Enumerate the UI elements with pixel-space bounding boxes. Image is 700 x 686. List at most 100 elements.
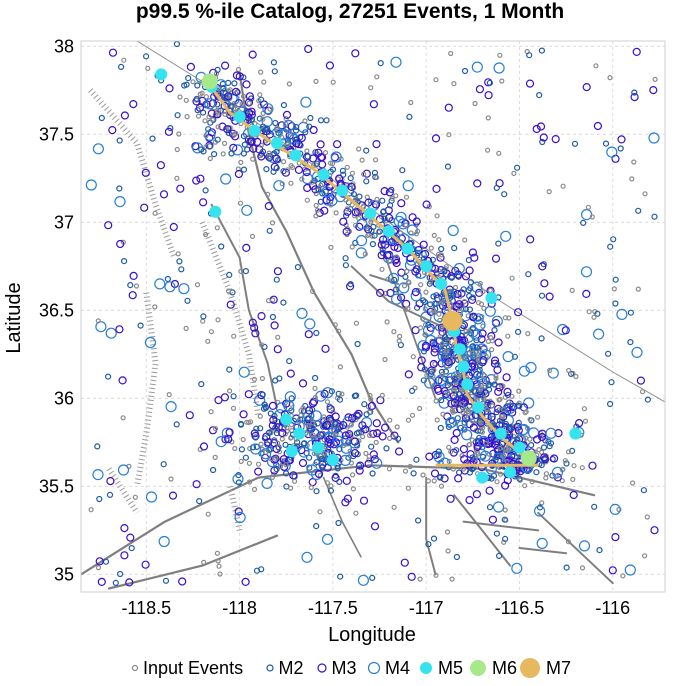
event-marker — [162, 577, 170, 584]
event-marker — [143, 53, 150, 60]
event-marker — [448, 274, 455, 281]
event-marker — [262, 404, 269, 411]
event-marker — [406, 224, 418, 236]
event-marker — [350, 472, 356, 478]
event-marker — [491, 381, 498, 388]
event-marker — [203, 144, 209, 150]
event-marker — [276, 375, 283, 382]
m5-event — [513, 441, 526, 454]
event-marker — [262, 103, 274, 115]
event-marker — [372, 140, 381, 149]
event-marker — [312, 385, 318, 391]
event-marker — [269, 313, 276, 321]
event-marker — [396, 338, 402, 344]
event-marker — [422, 306, 428, 312]
event-marker — [348, 422, 354, 428]
event-marker — [244, 98, 254, 107]
event-marker — [244, 108, 254, 117]
event-marker — [545, 292, 554, 301]
event-marker — [141, 560, 150, 569]
event-marker — [284, 425, 290, 431]
m5-event — [155, 68, 168, 81]
event-marker — [477, 463, 486, 472]
event-marker — [168, 476, 174, 482]
event-marker — [238, 159, 244, 165]
event-marker — [313, 329, 320, 337]
event-marker — [361, 425, 370, 434]
event-marker — [631, 159, 637, 165]
x-tick-label: -117.5 — [308, 598, 358, 618]
event-marker — [433, 300, 440, 307]
event-marker — [201, 559, 207, 566]
event-marker — [538, 462, 545, 469]
event-marker — [420, 472, 426, 478]
event-marker — [477, 280, 483, 287]
event-marker — [335, 426, 342, 433]
event-marker — [610, 236, 617, 243]
event-marker — [498, 382, 504, 388]
event-marker — [332, 322, 338, 328]
event-marker — [627, 339, 634, 346]
event-marker — [313, 191, 319, 197]
event-marker — [261, 79, 267, 85]
event-marker — [248, 318, 257, 327]
event-marker — [304, 153, 311, 160]
event-marker — [462, 407, 468, 413]
event-marker — [453, 262, 465, 275]
event-marker — [403, 194, 410, 200]
event-marker — [438, 252, 444, 258]
event-marker — [445, 548, 451, 554]
event-marker — [216, 563, 222, 569]
event-marker — [261, 477, 273, 489]
event-marker — [448, 417, 455, 424]
event-marker — [320, 206, 329, 215]
event-marker — [178, 266, 185, 273]
event-marker — [391, 329, 397, 335]
event-marker — [374, 174, 380, 181]
event-marker — [413, 231, 419, 237]
event-marker — [501, 191, 508, 198]
event-marker — [629, 176, 635, 182]
event-marker — [639, 389, 646, 395]
event-marker — [483, 440, 489, 446]
x-tick-label: -118.5 — [121, 598, 171, 618]
event-marker — [248, 116, 255, 123]
event-marker — [316, 140, 325, 149]
event-marker — [308, 428, 321, 440]
m5-event — [569, 427, 582, 440]
event-marker — [265, 298, 272, 304]
event-marker — [337, 364, 343, 370]
event-marker — [566, 367, 572, 374]
event-marker — [350, 486, 356, 492]
event-marker — [200, 313, 207, 320]
m5-event — [461, 378, 474, 391]
event-marker — [612, 276, 619, 283]
event-marker — [234, 511, 246, 524]
legend-label: M3 — [332, 658, 357, 678]
event-marker — [354, 409, 363, 418]
event-marker — [116, 570, 124, 578]
event-marker — [652, 76, 658, 83]
event-marker — [268, 456, 274, 462]
event-marker — [211, 151, 218, 158]
event-marker — [305, 422, 311, 428]
event-marker — [502, 315, 508, 321]
event-marker — [95, 564, 102, 571]
event-marker — [379, 197, 386, 204]
event-marker — [302, 129, 309, 136]
event-marker — [487, 412, 496, 421]
legend-label: M7 — [546, 658, 571, 678]
event-marker — [472, 313, 484, 325]
fault-line — [81, 464, 596, 576]
event-marker — [218, 243, 225, 250]
event-marker — [313, 522, 320, 530]
event-marker — [635, 286, 641, 292]
event-marker — [461, 298, 468, 305]
event-marker — [636, 376, 646, 385]
event-marker — [271, 454, 280, 463]
event-marker — [488, 515, 497, 524]
event-marker — [120, 258, 128, 265]
event-marker — [430, 469, 440, 478]
event-marker — [342, 476, 351, 485]
event-marker — [580, 219, 587, 226]
